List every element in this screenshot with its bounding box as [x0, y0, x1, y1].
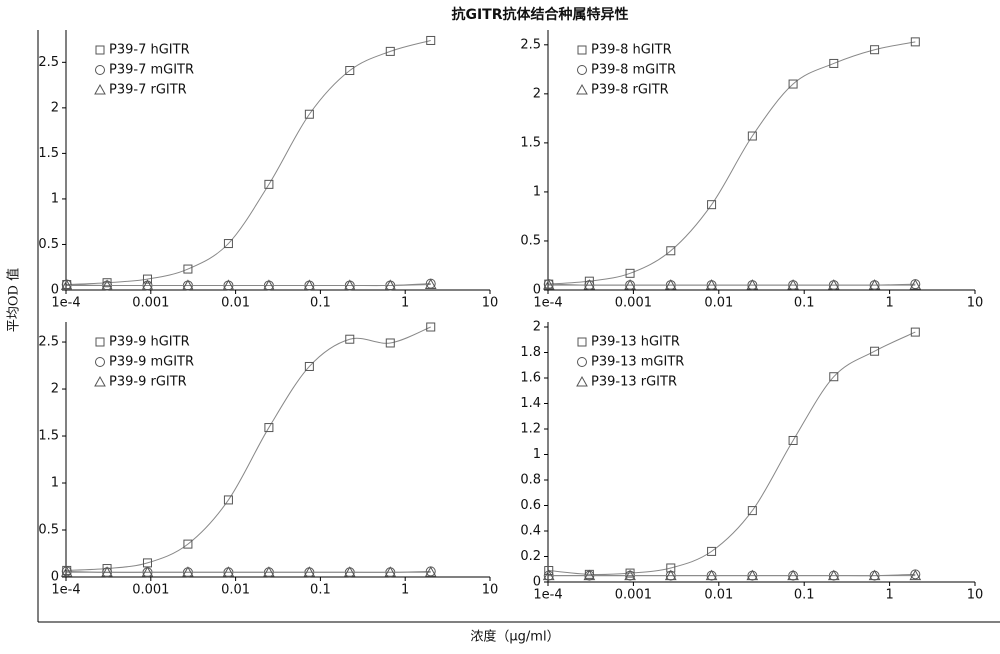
legend-marker — [96, 66, 105, 75]
legend-label: P39-13 rGITR — [591, 375, 677, 390]
x-tick-label: 0.1 — [310, 296, 331, 311]
y-tick-label: 2 — [51, 382, 59, 397]
legend-label: P39-9 hGITR — [109, 335, 190, 350]
y-tick-label: 1.2 — [520, 422, 541, 437]
y-tick-label: 1.5 — [520, 135, 541, 150]
legend-marker — [578, 338, 586, 346]
y-tick-label: 1.8 — [520, 345, 541, 360]
x-tick-label: 1e-4 — [51, 296, 80, 311]
y-tick-label: 0.5 — [38, 523, 59, 538]
y-tick-label: 0.5 — [520, 233, 541, 248]
x-tick-label: 10 — [482, 296, 499, 311]
x-tick-label: 0.001 — [132, 296, 169, 311]
x-tick-label: 1e-4 — [533, 588, 562, 603]
x-tick-label: 10 — [482, 583, 499, 598]
y-tick-label: 0.5 — [38, 237, 59, 252]
x-tick-label: 0.001 — [615, 588, 652, 603]
legend-marker — [95, 85, 105, 94]
legend-marker — [578, 66, 587, 75]
x-tick-label: 1e-4 — [533, 296, 562, 311]
legend-label: P39-7 hGITR — [109, 43, 190, 58]
x-tick-label: 1 — [885, 588, 893, 603]
legend-marker — [95, 377, 105, 386]
y-tick-label: 2 — [533, 86, 541, 101]
y-tick-label: 1 — [51, 191, 59, 206]
x-tick-label: 0.001 — [132, 583, 169, 598]
legend-marker — [577, 85, 587, 94]
y-tick-label: 2.5 — [520, 37, 541, 52]
x-tick-label: 0.01 — [704, 296, 733, 311]
y-tick-label: 1 — [51, 476, 59, 491]
y-tick-label: 0.2 — [520, 549, 541, 564]
legend-label: P39-9 mGITR — [109, 355, 194, 370]
legend-label: P39-13 hGITR — [591, 335, 680, 350]
legend-label: P39-7 mGITR — [109, 63, 194, 78]
y-tick-label: 0.4 — [520, 524, 541, 539]
x-tick-label: 1 — [401, 296, 409, 311]
legend-marker — [96, 46, 104, 54]
x-tick-label: 0.01 — [704, 588, 733, 603]
y-tick-label: 1.6 — [520, 371, 541, 386]
x-tick-label: 10 — [967, 296, 984, 311]
legend-marker — [577, 377, 587, 386]
y-tick-label: 1.5 — [38, 429, 59, 444]
legend-label: P39-13 mGITR — [591, 355, 684, 370]
legend-label: P39-7 rGITR — [109, 83, 187, 98]
x-tick-label: 1e-4 — [51, 583, 80, 598]
x-tick-label: 10 — [967, 588, 984, 603]
y-tick-label: 2 — [533, 320, 541, 335]
y-tick-label: 0.6 — [520, 498, 541, 513]
x-tick-label: 0.01 — [221, 296, 250, 311]
y-axis-label: 平均OD 值 — [6, 268, 22, 332]
legend-label: P39-8 hGITR — [591, 43, 672, 58]
x-tick-label: 0.01 — [221, 583, 250, 598]
legend-marker — [96, 338, 104, 346]
legend-label: P39-9 rGITR — [109, 375, 187, 390]
y-tick-label: 2.5 — [38, 55, 59, 70]
x-tick-label: 1 — [885, 296, 893, 311]
legend-marker — [96, 358, 105, 367]
fit-curve — [67, 285, 431, 286]
fit-curve — [549, 42, 916, 284]
y-tick-label: 2 — [51, 100, 59, 115]
y-tick-label: 1.5 — [38, 146, 59, 161]
x-tick-label: 0.1 — [794, 588, 815, 603]
x-axis-label: 浓度（μg/ml） — [470, 629, 559, 645]
legend-marker — [578, 46, 586, 54]
legend-marker — [578, 358, 587, 367]
x-tick-label: 1 — [401, 583, 409, 598]
x-tick-label: 0.001 — [615, 296, 652, 311]
legend-label: P39-8 mGITR — [591, 63, 676, 78]
y-tick-label: 1 — [533, 184, 541, 199]
chart-title: 抗GITR抗体结合种属特异性 — [451, 6, 628, 23]
legend-label: P39-8 rGITR — [591, 83, 669, 98]
x-tick-label: 0.1 — [310, 583, 331, 598]
y-tick-label: 0.8 — [520, 473, 541, 488]
y-tick-label: 2.5 — [38, 335, 59, 350]
y-tick-label: 1.4 — [520, 396, 541, 411]
x-tick-label: 0.1 — [794, 296, 815, 311]
y-tick-label: 1 — [533, 447, 541, 462]
